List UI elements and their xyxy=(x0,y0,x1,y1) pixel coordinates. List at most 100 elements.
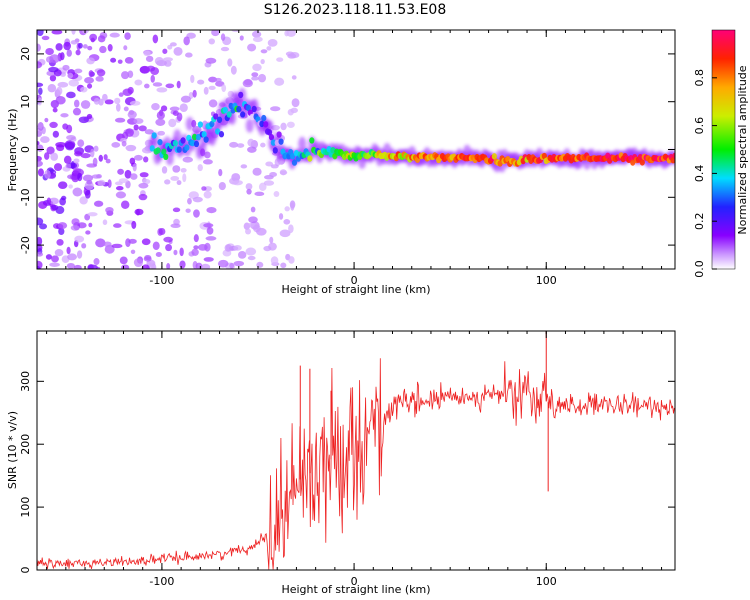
heatmap-noise-blob xyxy=(155,251,162,257)
heatmap-noise-blob xyxy=(37,61,42,69)
heatmap-noise-blob xyxy=(180,95,191,103)
heatmap-noise-blob xyxy=(186,32,196,39)
ridge-core-cell xyxy=(195,133,202,141)
spectrogram-ytick-label: 20 xyxy=(19,47,32,61)
heatmap-noise-blob xyxy=(205,236,217,241)
ridge-core-cell xyxy=(497,160,503,167)
heatmap-noise-blob xyxy=(123,106,129,112)
heatmap-noise-blob xyxy=(240,164,248,169)
heatmap-noise-blob xyxy=(258,182,267,192)
heatmap-noise-blob xyxy=(134,208,144,216)
figure-title: S126.2023.118.11.53.E08 xyxy=(264,2,447,18)
heatmap-noise-blob xyxy=(143,256,152,262)
heatmap-noise-blob xyxy=(86,180,93,185)
heatmap-noise-blob xyxy=(193,245,199,250)
heatmap-noise-blob xyxy=(37,265,41,269)
heatmap-noise-blob xyxy=(115,103,121,112)
heatmap-noise-blob xyxy=(117,168,124,175)
heatmap-noise-blob xyxy=(253,224,261,233)
heatmap-noise-blob xyxy=(245,228,252,235)
heatmap-noise-blob xyxy=(247,146,257,153)
heatmap-noise-blob xyxy=(214,77,222,83)
heatmap-noise-blob xyxy=(53,163,63,172)
heatmap-noise-blob xyxy=(120,200,130,209)
heatmap-noise-blob xyxy=(250,206,256,213)
ridge-core-cell xyxy=(209,120,215,128)
ridge-halo-cell xyxy=(298,136,307,151)
heatmap-noise-blob xyxy=(267,38,278,47)
heatmap-noise-blob xyxy=(254,191,265,197)
heatmap-noise-blob xyxy=(46,197,52,205)
heatmap-noise-blob xyxy=(197,79,205,85)
heatmap-noise-blob xyxy=(193,234,199,243)
colorbar-tick-label: 0.6 xyxy=(693,117,706,135)
heatmap-noise-blob xyxy=(49,74,57,82)
ridge-core-cell xyxy=(149,145,155,152)
heatmap-noise-blob xyxy=(67,253,78,261)
ridge-core-cell xyxy=(151,132,157,139)
heatmap-noise-blob xyxy=(79,196,88,205)
ridge-core-cell xyxy=(216,116,223,123)
heatmap-noise-blob xyxy=(252,36,263,43)
heatmap-noise-blob xyxy=(266,46,272,51)
heatmap-noise-blob xyxy=(65,163,72,169)
heatmap-noise-blob xyxy=(163,236,173,243)
heatmap-noise-blob xyxy=(245,247,257,256)
ridge-core-cell xyxy=(541,152,547,160)
spectrogram-ytick-label: -10 xyxy=(19,188,32,206)
ridge-core-cell xyxy=(203,136,209,143)
ridge-core-cell xyxy=(176,146,182,153)
heatmap-noise-blob xyxy=(203,223,214,228)
heatmap-noise-blob xyxy=(208,85,216,91)
ridge-core-cell xyxy=(672,152,675,160)
heatmap-noise-blob xyxy=(169,106,180,112)
ridge-core-cell xyxy=(326,146,332,153)
heatmap-noise-blob xyxy=(74,151,83,157)
heatmap-noise-blob xyxy=(93,258,100,266)
heatmap-ridge-core xyxy=(149,91,675,167)
heatmap-noise-blob xyxy=(50,152,59,161)
heatmap-noise-blob xyxy=(220,46,230,52)
heatmap-noise-blob xyxy=(286,30,296,37)
heatmap-noise-blob xyxy=(251,72,259,78)
ridge-core-cell xyxy=(291,159,298,166)
heatmap-noise-blob xyxy=(130,249,136,254)
colorbar-tick-label: 0.2 xyxy=(693,212,706,230)
ridge-core-cell xyxy=(266,129,273,136)
heatmap-noise-blob xyxy=(48,66,59,73)
heatmap-noise-blob xyxy=(258,73,267,83)
heatmap-noise-blob xyxy=(87,264,98,269)
heatmap-noise-blob xyxy=(74,68,83,74)
ridge-core-cell xyxy=(215,128,221,135)
heatmap-noise-blob xyxy=(208,38,215,45)
heatmap-noise-blob xyxy=(172,165,181,173)
heatmap-noise-blob xyxy=(200,263,211,269)
heatmap-noise-blob xyxy=(158,227,166,235)
heatmap-noise-blob xyxy=(66,124,73,134)
heatmap-noise-blob xyxy=(130,173,138,180)
heatmap-noise-blob xyxy=(221,84,227,93)
heatmap-noise-blob xyxy=(260,58,265,65)
heatmap-noise-blob xyxy=(57,222,68,229)
heatmap-noise-blob xyxy=(263,180,275,186)
heatmap-noise-blob xyxy=(203,190,212,199)
heatmap-noise-blob xyxy=(64,140,76,150)
heatmap-noise-blob xyxy=(246,222,256,228)
heatmap-noise-blob xyxy=(205,57,217,64)
heatmap-noise-blob xyxy=(63,155,72,164)
heatmap-noise-blob xyxy=(37,217,44,226)
heatmap-noise-blob xyxy=(283,219,291,225)
heatmap-noise-blob xyxy=(97,179,106,187)
heatmap-noise-blob xyxy=(121,140,127,147)
heatmap-noise-blob xyxy=(114,117,126,123)
heatmap-noise-blob xyxy=(111,142,121,148)
heatmap-noise-blob xyxy=(70,161,76,169)
heatmap-noise-blob xyxy=(150,67,160,76)
heatmap-noise-blob xyxy=(63,41,71,51)
heatmap-noise-blob xyxy=(55,43,63,51)
heatmap-noise-blob xyxy=(182,173,187,183)
heatmap-noise-blob xyxy=(150,74,155,83)
heatmap-noise-blob xyxy=(274,158,281,167)
heatmap-noise-blob xyxy=(206,206,217,214)
heatmap-noise-blob xyxy=(260,142,266,148)
